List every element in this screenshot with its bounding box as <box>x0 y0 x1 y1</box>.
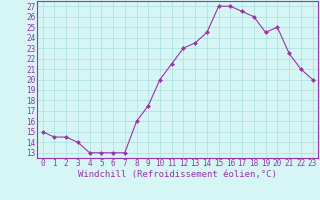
X-axis label: Windchill (Refroidissement éolien,°C): Windchill (Refroidissement éolien,°C) <box>78 170 277 179</box>
